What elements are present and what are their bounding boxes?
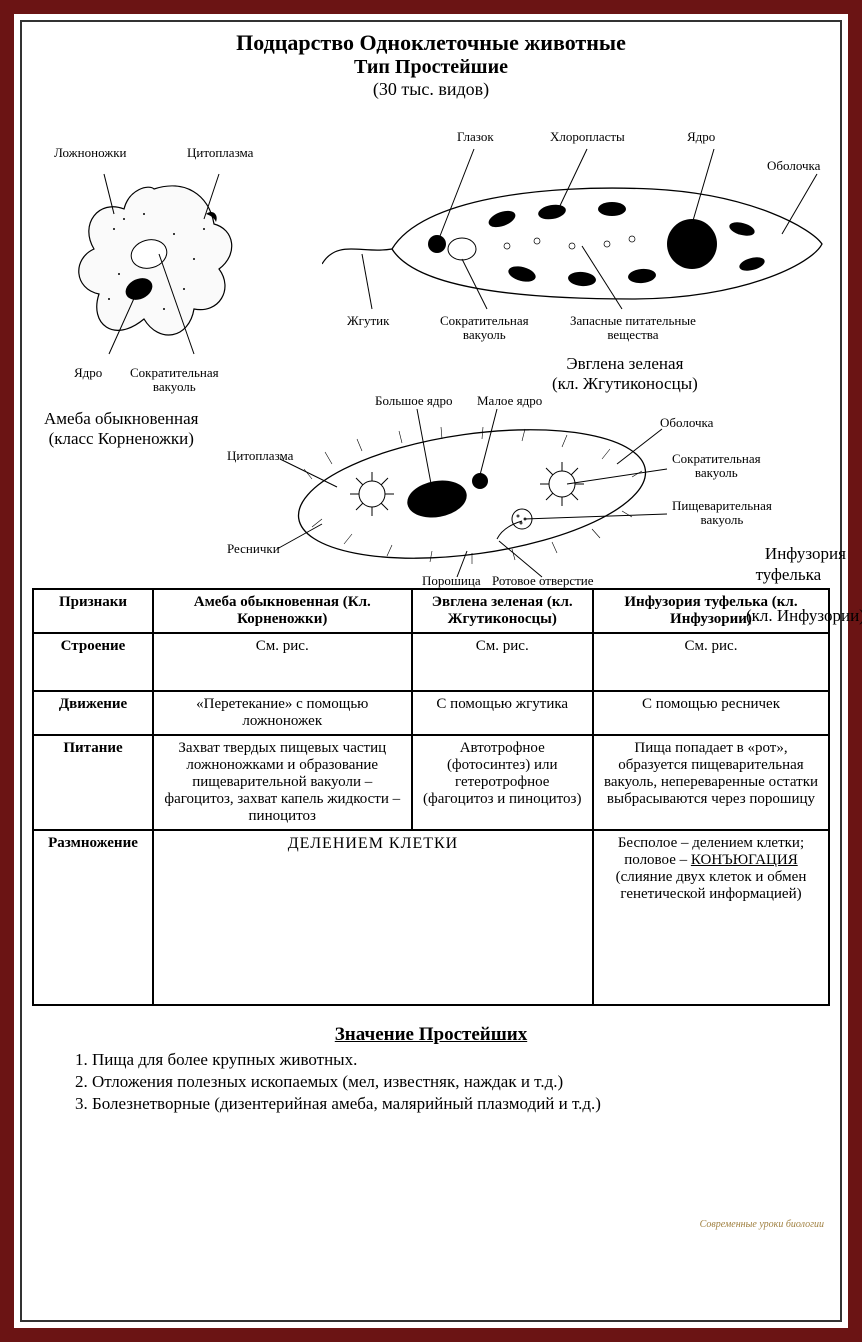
- inner-frame: Подцарство Одноклеточные животные Тип Пр…: [20, 20, 842, 1322]
- paramecium-label-cilia: Реснички: [227, 542, 280, 556]
- cell-nutrition-a: Захват твердых пищевых частиц ложноножка…: [153, 735, 412, 830]
- cell-movement-p: С помощью ресничек: [593, 691, 829, 735]
- repro-p-post: (слияние двух клеток и обмен генетическо…: [616, 869, 807, 902]
- paramecium-label-anal: Порошица: [422, 574, 481, 588]
- euglena-label-vacuole: Сократительная вакуоль: [440, 314, 529, 343]
- paramecium-label-membrane: Оболочка: [660, 416, 713, 430]
- amoeba-label-vacuole: Сократительная вакуоль: [130, 366, 219, 395]
- repro-p-under: КОНЪЮГАЦИЯ: [691, 852, 798, 868]
- euglena-label-chloroplasts: Хлоропласты: [550, 130, 625, 144]
- title-sub: Тип Простейшие: [32, 56, 830, 79]
- amoeba-diagram: [54, 159, 254, 369]
- euglena-diagram: [322, 134, 832, 334]
- euglena-caption-class: (кл. Жгутиконосцы): [552, 374, 698, 393]
- cell-nutrition-label: Питание: [33, 735, 153, 830]
- title-block: Подцарство Одноклеточные животные Тип Пр…: [32, 30, 830, 100]
- euglena-caption-name: Эвглена зеленая: [566, 354, 683, 373]
- footer-item-1: Пища для более крупных животных.: [92, 1050, 810, 1070]
- paramecium-caption-class: (кл. Инфузории): [746, 606, 862, 625]
- row-structure: Строение См. рис. См. рис. См. рис.: [33, 633, 829, 691]
- cell-reproduction-label: Размножение: [33, 830, 153, 1005]
- paramecium-label-cytoplasm: Цитоплазма: [227, 449, 293, 463]
- footer-list: Пища для более крупных животных. Отложен…: [52, 1050, 810, 1114]
- euglena-label-membrane: Оболочка: [767, 159, 820, 173]
- title-count: (30 тыс. видов): [32, 79, 830, 100]
- footer-block: Значение Простейших Пища для более крупн…: [32, 1024, 830, 1114]
- euglena-label-eyespot: Глазок: [457, 130, 494, 144]
- watermark-logo: Современные уроки биологии: [700, 1219, 824, 1230]
- paramecium-diagram: [262, 399, 692, 589]
- footer-item-3: Болезнетворные (дизентерийная амеба, мал…: [92, 1094, 810, 1114]
- cell-nutrition-e: Автотрофное (фотосинтез) или гетеротрофн…: [412, 735, 593, 830]
- cell-reproduction-p: Бесполое – делением клетки; половое – КО…: [593, 830, 829, 1005]
- cell-structure-e: См. рис.: [412, 633, 593, 691]
- header-amoeba: Амеба обыкновенная (Кл. Корненожки): [153, 589, 412, 633]
- paramecium-label-macronucleus: Большое ядро: [375, 394, 453, 408]
- row-movement: Движение «Перетекание» с помощью ложноно…: [33, 691, 829, 735]
- cell-movement-a: «Перетекание» с помощью ложноножек: [153, 691, 412, 735]
- paramecium-caption-name: Инфузория туфелька: [756, 544, 846, 583]
- cell-structure-a: См. рис.: [153, 633, 412, 691]
- footer-item-2: Отложения полезных ископаемых (мел, изве…: [92, 1072, 810, 1092]
- amoeba-label-cytoplasm: Цитоплазма: [187, 146, 253, 160]
- outer-frame: Подцарство Одноклеточные животные Тип Пр…: [0, 0, 862, 1342]
- diagrams-area: Ложноножки Цитоплазма Ядро Сократительна…: [32, 104, 830, 584]
- header-features: Признаки: [33, 589, 153, 633]
- cell-movement-label: Движение: [33, 691, 153, 735]
- euglena-label-nucleus: Ядро: [687, 130, 715, 144]
- amoeba-label-pseudopod: Ложноножки: [54, 146, 127, 160]
- amoeba-label-nucleus: Ядро: [74, 366, 102, 380]
- cell-structure-label: Строение: [33, 633, 153, 691]
- paramecium-label-micronucleus: Малое ядро: [477, 394, 542, 408]
- paramecium-label-mouth: Ротовое отверстие: [492, 574, 594, 588]
- comparison-table: Признаки Амеба обыкновенная (Кл. Корнено…: [32, 588, 830, 1006]
- amoeba-caption-class: (класс Корненожки): [49, 429, 194, 448]
- table-header-row: Признаки Амеба обыкновенная (Кл. Корнено…: [33, 589, 829, 633]
- footer-title: Значение Простейших: [52, 1024, 810, 1046]
- amoeba-caption-name: Амеба обыкновенная: [44, 409, 199, 428]
- row-nutrition: Питание Захват твердых пищевых частиц ло…: [33, 735, 829, 830]
- row-reproduction: Размножение ДЕЛЕНИЕМ КЛЕТКИ Бесполое – д…: [33, 830, 829, 1005]
- euglena-label-flagellum: Жгутик: [347, 314, 389, 328]
- cell-reproduction-merged: ДЕЛЕНИЕМ КЛЕТКИ: [153, 830, 593, 1005]
- cell-movement-e: С помощью жгутика: [412, 691, 593, 735]
- cell-nutrition-p: Пища попадает в «рот», образуется пищева…: [593, 735, 829, 830]
- euglena-label-reserve: Запасные питательные вещества: [570, 314, 696, 343]
- title-main: Подцарство Одноклеточные животные: [32, 30, 830, 56]
- paramecium-label-contractile: Сократительная вакуоль: [672, 452, 761, 481]
- header-euglena: Эвглена зеленая (кл. Жгутиконосцы): [412, 589, 593, 633]
